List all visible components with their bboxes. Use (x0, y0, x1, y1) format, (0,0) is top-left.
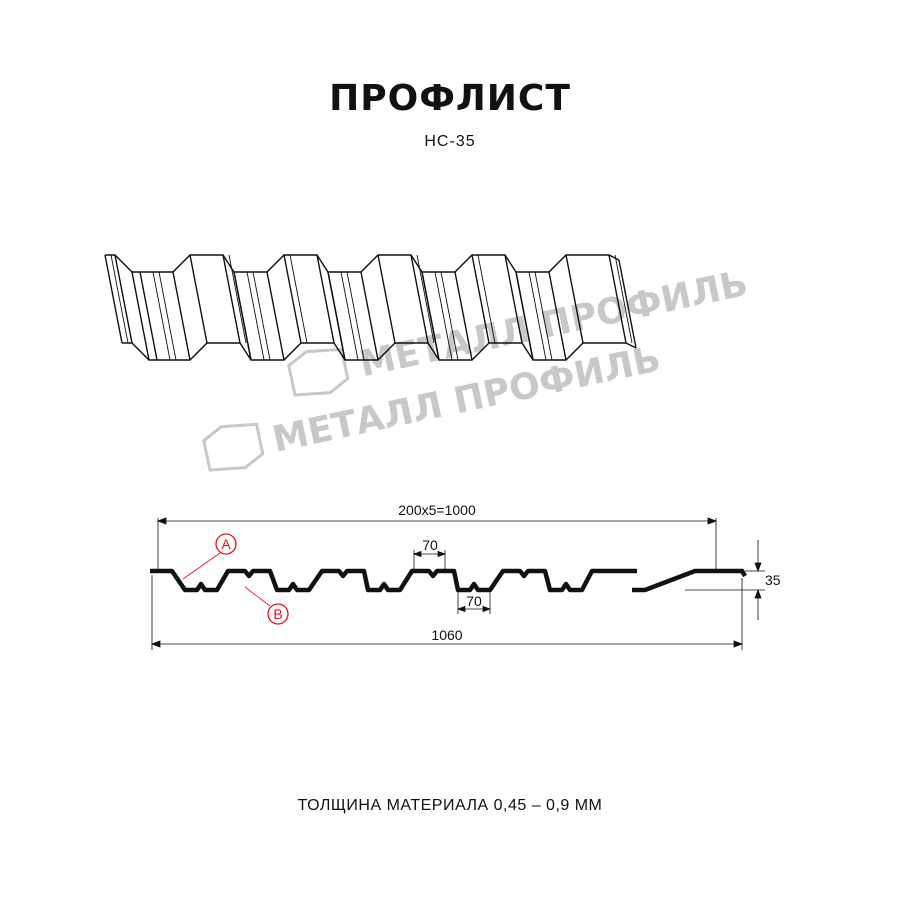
profile-end (632, 568, 747, 593)
sheet-fold-line (114, 254, 133, 344)
sheet-rib-line (110, 254, 129, 344)
sheet-fold-line (504, 254, 523, 344)
sheet-fold-line (548, 271, 567, 361)
sheet-rib-line (528, 271, 547, 361)
sheet-rib-line (289, 254, 308, 344)
sheet-fold-line (233, 271, 252, 361)
sheet-fold-line (454, 271, 473, 361)
sheet-rib-line (252, 271, 271, 361)
sheet-fold-line (565, 254, 584, 344)
sheet-fold-line (608, 254, 627, 344)
sheet-fold-line (104, 254, 123, 344)
sheet-fold-line (360, 271, 379, 361)
callout-b (244, 586, 289, 625)
sheet-fold-line (266, 271, 285, 361)
dimension-lines (150, 517, 765, 650)
sheet-rib-line (534, 271, 553, 361)
sheet-rib-line (440, 271, 459, 361)
sheet-rib-line (246, 271, 265, 361)
sheet-back-edge (105, 254, 620, 273)
sheet-rib-line (614, 254, 633, 344)
sheet-fold-line (222, 254, 241, 344)
sheet-fold-line (377, 254, 396, 344)
watermark-logo-mark (287, 347, 350, 397)
material-thickness-note: ТОЛЩИНА МАТЕРИАЛА 0,45 – 0,9 ММ (297, 797, 603, 814)
sheet-front-edge (122, 342, 637, 361)
page-title: ПРОФЛИСТ (329, 78, 571, 119)
height-label: 35 (765, 572, 781, 588)
sheet-rib-line (228, 254, 247, 344)
sheet-fold-line (515, 271, 534, 361)
total-width-label: 1060 (431, 627, 462, 643)
sheet-fold-line (189, 254, 208, 344)
sheet-rib-line (477, 254, 496, 344)
useful-width-label: 200x5=1000 (398, 502, 476, 518)
bottom-flange-label: 70 (466, 593, 482, 609)
sheet-rib-line (152, 271, 171, 361)
sheet-rib-line (416, 254, 435, 344)
top-flange-label: 70 (422, 537, 438, 553)
sheet-fold-line (131, 271, 150, 361)
callout-b-label: B (273, 606, 282, 622)
sheet-fold-line (172, 271, 191, 361)
profile-line (150, 568, 637, 593)
sheet-fold-line (316, 254, 335, 344)
isometric-sheet-view (104, 254, 637, 361)
sheet-fold-line (139, 271, 158, 361)
sheet-fold-line (327, 271, 346, 361)
sheet-rib-line (340, 271, 359, 361)
sheet-rib-line (346, 271, 365, 361)
sheet-fold-line (421, 271, 440, 361)
cross-section-profile (150, 568, 747, 593)
callout-a-label: A (221, 536, 231, 552)
sheet-fold-line (410, 254, 429, 344)
sheet-fold-line (618, 259, 637, 349)
model-subtitle: НС-35 (424, 133, 476, 150)
callout-a (182, 533, 237, 580)
watermark-logo-mark (202, 422, 265, 472)
sheet-rib-line (158, 271, 177, 361)
sheet-rib-line (434, 271, 453, 361)
sheet-fold-line (283, 254, 302, 344)
sheet-fold-line (471, 254, 490, 344)
